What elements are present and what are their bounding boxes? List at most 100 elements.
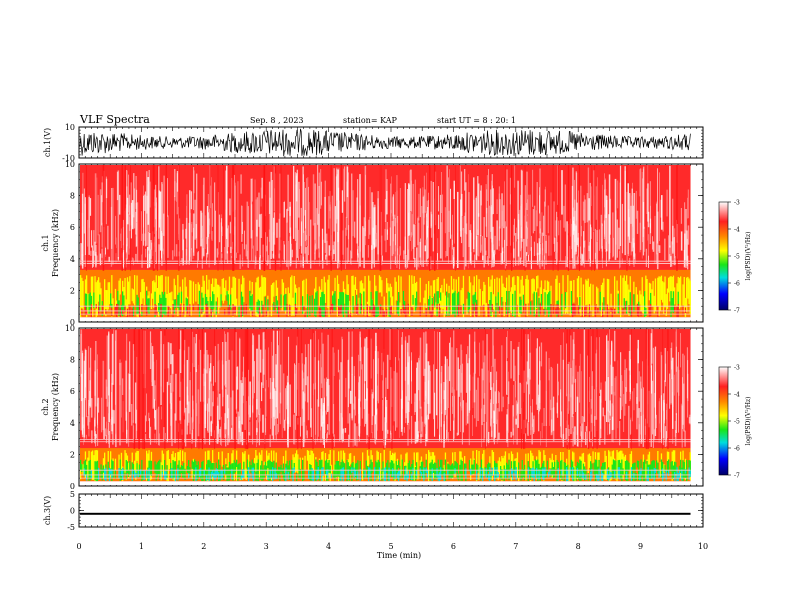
ch2-spectrogram-band-stripe bbox=[572, 461, 574, 469]
ch1-spectrogram-speckle bbox=[525, 207, 526, 244]
ch1-spectrogram-ytick-label: 2 bbox=[70, 286, 75, 295]
ch2-spectrogram-speckle bbox=[366, 388, 368, 436]
ch2-spectrogram-speckle bbox=[294, 363, 295, 413]
ch1-spectrogram-speckle bbox=[105, 176, 107, 225]
time-tick-label: 5 bbox=[388, 542, 393, 551]
ch2-spectrogram-speckle bbox=[502, 396, 504, 408]
ch2-spectrogram-band-stripe bbox=[423, 467, 425, 481]
ch2-spectrogram-speckle bbox=[644, 426, 646, 435]
ch1-spectrogram-band-stripe bbox=[232, 276, 234, 317]
ch1-spectrogram-speckle bbox=[619, 165, 622, 246]
ch1-spectrogram-band-stripe bbox=[314, 298, 316, 316]
ch1-spectrogram-band-stripe bbox=[378, 275, 381, 293]
ch2-spectrogram-speckle bbox=[656, 414, 657, 429]
ch2-spectrogram-speckle bbox=[106, 421, 107, 440]
ch1-spectrogram-speckle bbox=[183, 239, 185, 265]
ch2-spectrogram-speckle bbox=[516, 404, 518, 445]
ch2-spectrogram-speckle bbox=[434, 392, 436, 437]
ch1-spectrogram-speckle bbox=[575, 171, 577, 255]
ch1-spectrogram-band-stripe bbox=[206, 303, 208, 317]
ch1-spectrogram-speckle bbox=[685, 209, 687, 268]
ch1-spectrogram-speckle bbox=[460, 199, 462, 237]
ch2-spectrogram-band-stripe bbox=[125, 460, 127, 480]
ch1-spectrogram-speckle bbox=[381, 255, 383, 262]
ch2-spectrogram-speckle bbox=[167, 342, 170, 369]
ch2-spectrogram-band-stripe bbox=[491, 467, 493, 476]
ch2-spectrogram-band-stripe bbox=[84, 459, 87, 476]
ch1-spectrogram-band-stripe bbox=[141, 304, 143, 312]
ch2-spectrogram-speckle bbox=[272, 355, 274, 399]
ch1-spectrogram-band-stripe bbox=[526, 275, 528, 317]
ch1-spectrogram-ytick-label: 8 bbox=[70, 192, 75, 201]
ch2-spectrogram-speckle bbox=[623, 394, 625, 432]
ch1-spectrogram-band-stripe bbox=[664, 307, 666, 314]
ch2-spectrogram-speckle bbox=[204, 381, 206, 424]
ch2-spectrogram-band-stripe bbox=[592, 451, 594, 464]
ch1-spectrogram-band-stripe bbox=[118, 280, 120, 318]
ch2-spectrogram-band-stripe bbox=[274, 467, 276, 480]
ch2-spectrogram-speckle bbox=[129, 341, 131, 390]
ch1-spectrogram-burst bbox=[165, 165, 167, 271]
ch2-spectrogram-speckle bbox=[599, 396, 601, 445]
ch1-spectrogram-speckle bbox=[385, 169, 387, 253]
ch2-spectrogram-band-stripe bbox=[464, 463, 466, 476]
ch2-spectrogram-band-stripe bbox=[137, 469, 139, 478]
ch1-spectrogram-speckle bbox=[553, 201, 555, 244]
ch2-spectrogram-speckle bbox=[186, 386, 188, 435]
ch2-spectrogram-speckle bbox=[298, 363, 300, 416]
ch1-spectrogram-speckle bbox=[426, 213, 427, 262]
ch1-spectrogram-band-stripe bbox=[399, 302, 401, 316]
ch1-spectrogram-band-stripe bbox=[233, 276, 235, 314]
ch1-spectrogram-speckle bbox=[391, 220, 394, 256]
ch1-spectrogram-band-stripe bbox=[586, 280, 588, 305]
ch1-spectrogram-speckle bbox=[88, 196, 90, 255]
ch2-spectrogram-band-stripe bbox=[136, 450, 138, 461]
ch1-spectrogram-band-stripe bbox=[372, 304, 375, 316]
ch2-spectrogram-band-stripe bbox=[90, 470, 93, 479]
ch1-spectrogram-band-stripe bbox=[419, 277, 421, 303]
ch2-spectrogram-speckle bbox=[95, 434, 97, 439]
ch1-spectrogram-band-stripe bbox=[603, 278, 605, 315]
ch1-spectrogram-speckle bbox=[153, 246, 155, 269]
ch1-spectrogram-band-stripe bbox=[126, 308, 129, 317]
ch1-spectrogram-speckle bbox=[144, 233, 146, 241]
ch2-spectrogram-band-stripe bbox=[368, 467, 370, 482]
ch1-spectrogram-band-stripe bbox=[686, 277, 688, 312]
ch1-spectrogram-speckle bbox=[616, 219, 618, 258]
ch2-spectrogram-band-stripe bbox=[491, 450, 493, 481]
ch1-spectrogram-speckle bbox=[578, 190, 579, 257]
ch2-spectrogram-band-stripe bbox=[306, 450, 309, 461]
ch2-spectrogram-band-stripe bbox=[659, 461, 661, 477]
ch2-spectrogram-band-stripe bbox=[316, 461, 318, 475]
ch1-spectrogram-speckle bbox=[652, 241, 655, 252]
ch1-spectrogram-speckle bbox=[200, 210, 202, 247]
ch1-colorbar-tick-label: -6 bbox=[734, 281, 740, 288]
ch2-spectrogram-speckle bbox=[204, 332, 207, 428]
ch1-spectrogram-band-stripe bbox=[315, 292, 317, 318]
ch1-spectrogram-band-stripe bbox=[543, 308, 545, 316]
ch1-spectrogram-speckle bbox=[541, 212, 543, 236]
ch2-spectrogram-speckle bbox=[507, 396, 509, 448]
ch2-spectrogram-ytick-label: 4 bbox=[70, 419, 75, 428]
ch1-spectrogram-band-stripe bbox=[578, 305, 580, 315]
ch2-spectrogram-band-stripe bbox=[456, 463, 459, 480]
ch2-spectrogram-speckle bbox=[175, 373, 177, 421]
ch1-spectrogram-band-stripe bbox=[645, 275, 647, 317]
ch2-spectrogram-band-stripe bbox=[633, 473, 635, 478]
ch1-spectrogram-speckle bbox=[387, 222, 388, 235]
ch1-spectrogram-band-stripe bbox=[370, 291, 372, 310]
ch1-spectrogram-speckle bbox=[369, 186, 371, 219]
ch2-spectrogram-speckle bbox=[560, 345, 562, 438]
ch1-spectrogram-band-stripe bbox=[232, 304, 234, 316]
ch2-spectrogram-band-stripe bbox=[676, 467, 678, 482]
ch2-spectrogram-band-stripe bbox=[273, 460, 275, 477]
ch2-spectrogram-band-stripe bbox=[236, 459, 238, 467]
ch2-spectrogram-speckle bbox=[195, 343, 197, 448]
ch1-spectrogram-speckle bbox=[499, 199, 501, 229]
ch2-spectrogram-speckle bbox=[218, 393, 221, 420]
ch2-spectrogram-band-stripe bbox=[551, 462, 553, 476]
ch2-spectrogram-speckle bbox=[494, 411, 495, 440]
ch2-spectrogram-speckle bbox=[669, 373, 671, 409]
ch1-spectrogram-speckle bbox=[163, 248, 164, 255]
ch1-spectrogram-speckle bbox=[135, 211, 137, 235]
